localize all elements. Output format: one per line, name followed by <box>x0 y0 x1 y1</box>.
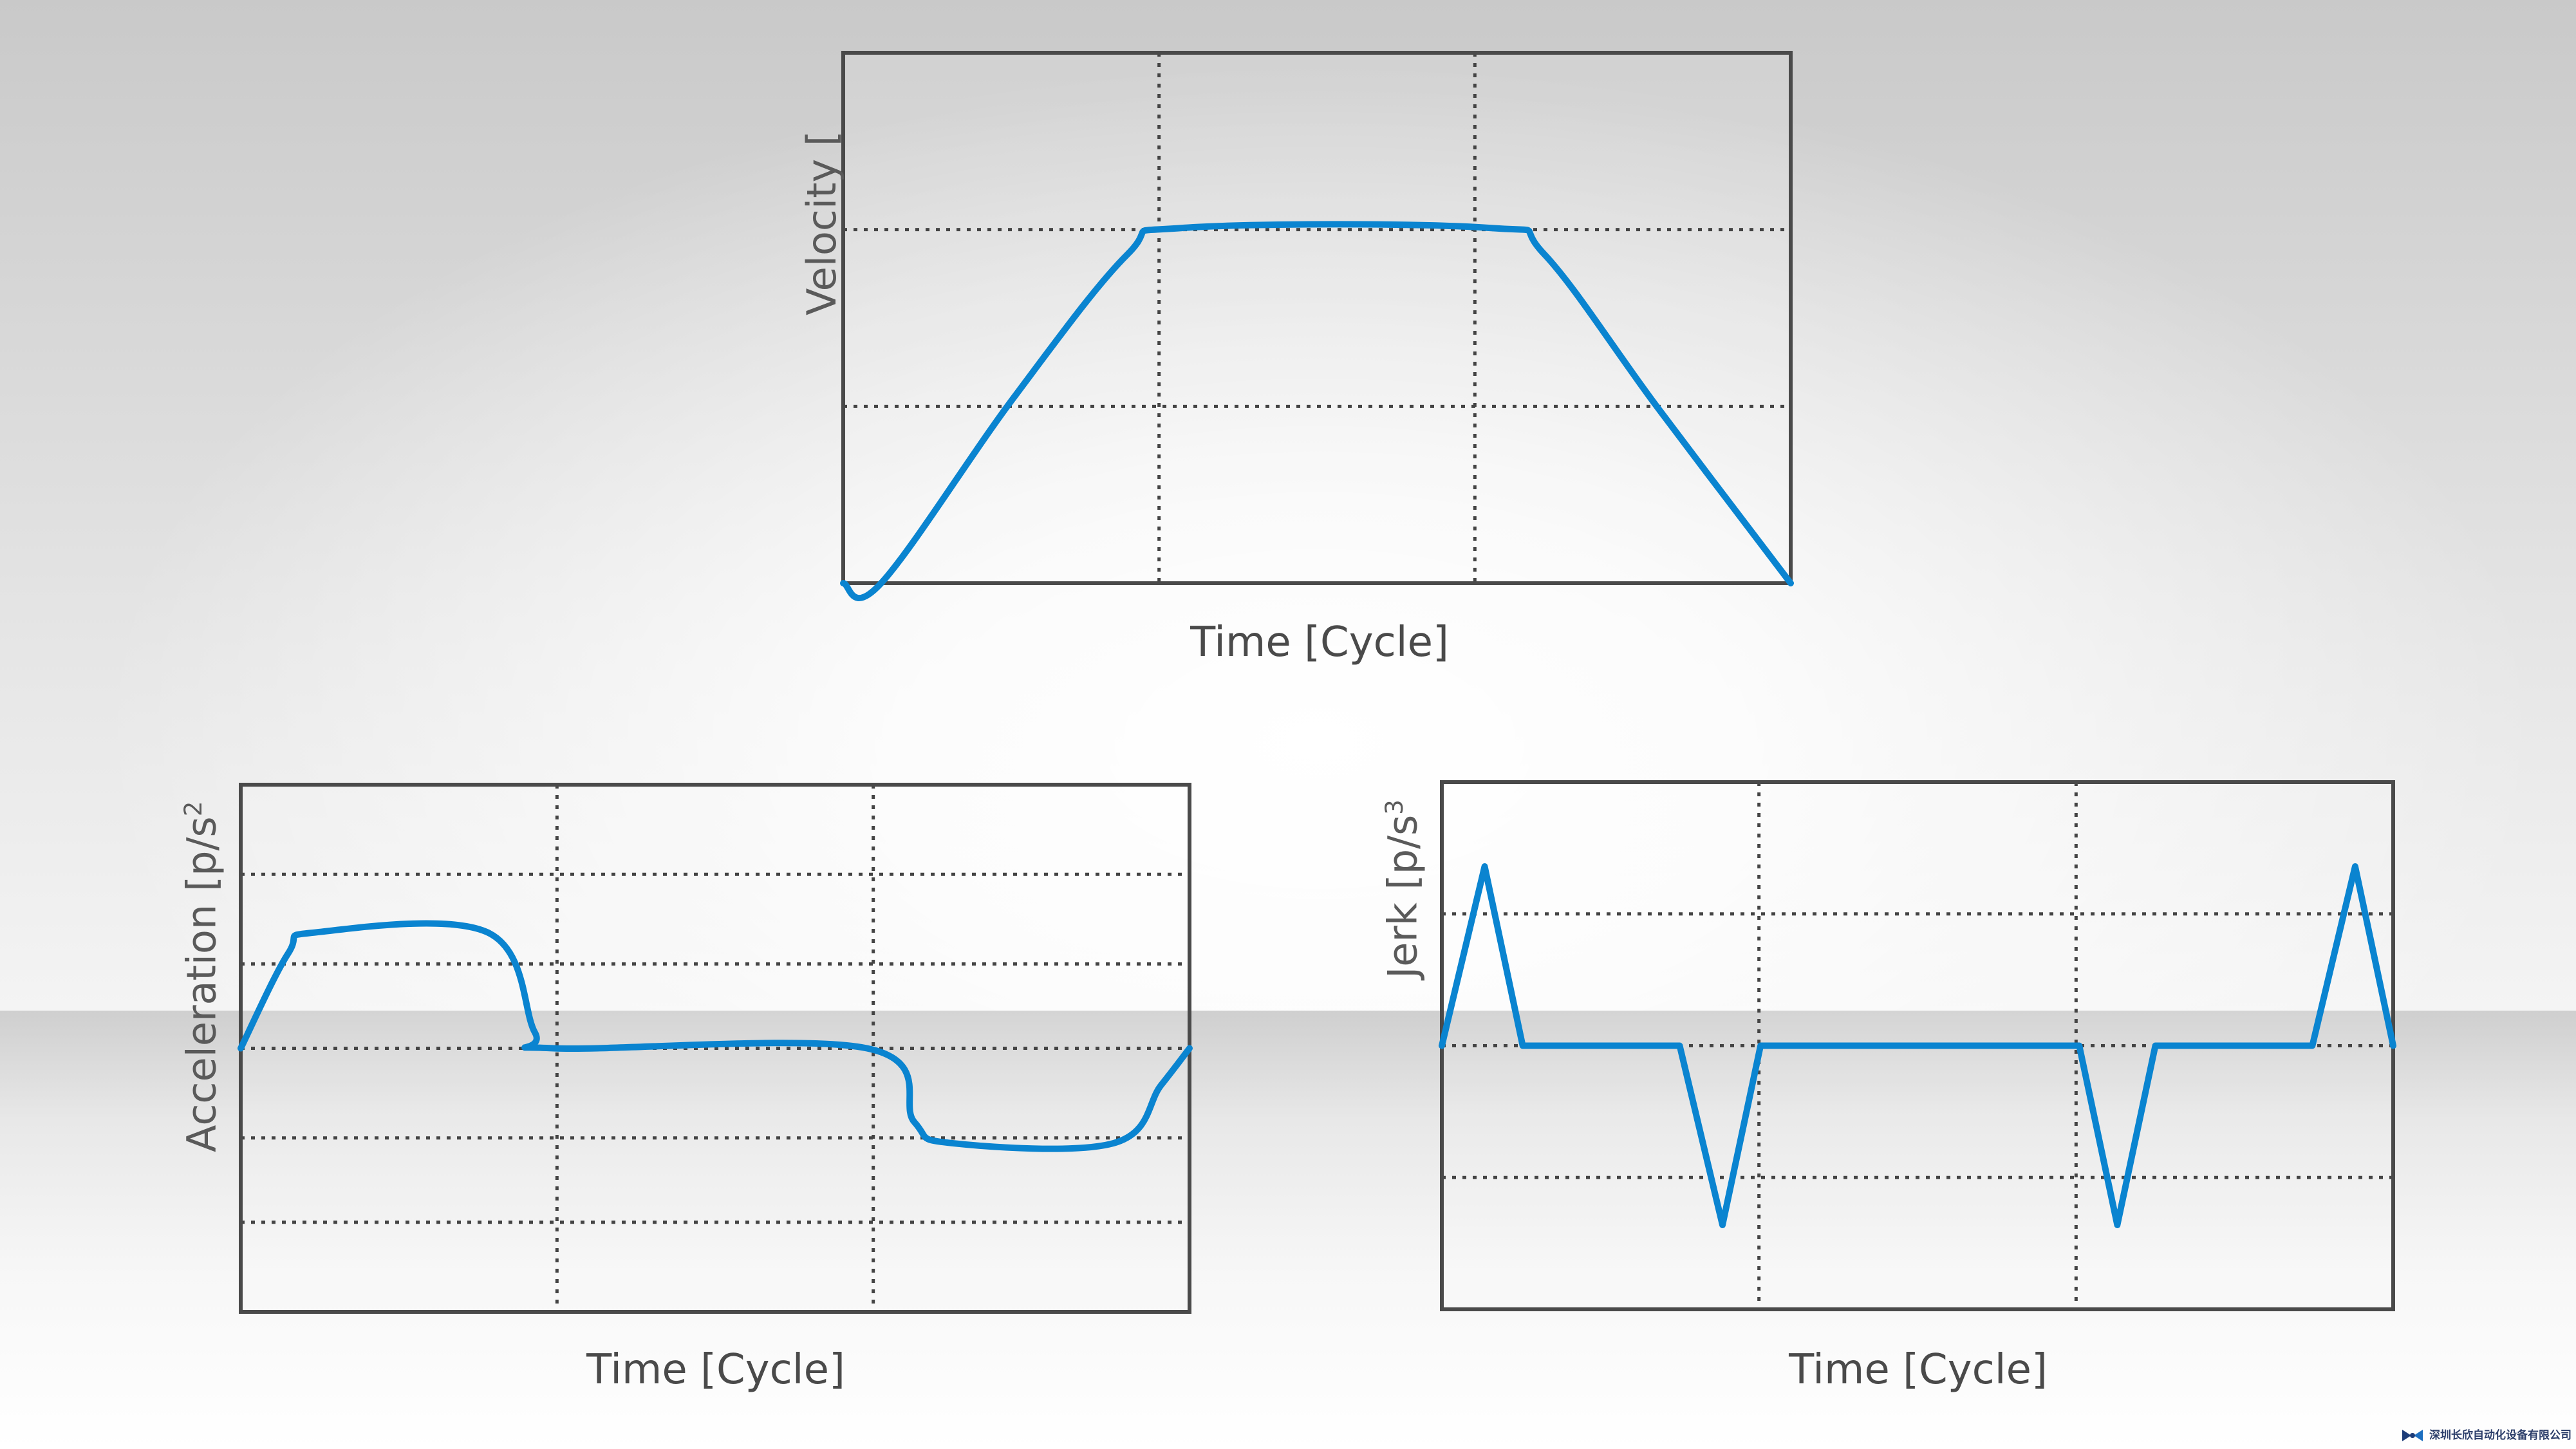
acceleration-x-axis-label: Time [Cycle] <box>586 1346 845 1394</box>
company-name: 深圳长欣自动化设备有限公司 <box>2429 1428 2571 1442</box>
jerk-y-axis-label: Jerk [p/s3 <box>1379 799 1426 978</box>
velocity-frame <box>841 51 1793 585</box>
jerk-series-line-1 <box>1439 863 2396 1228</box>
company-logo: 深圳长欣自动化设备有限公司 <box>2401 1423 2571 1448</box>
velocity-x-axis-label: Time [Cycle] <box>1190 619 1449 666</box>
company-logo-icon <box>2402 1430 2423 1441</box>
jerk-x-axis-label: Time [Cycle] <box>1789 1346 2048 1394</box>
velocity-series-line-1 <box>840 221 1794 601</box>
velocity-chart: Velocity [ Time [Cycle] <box>0 0 2576 708</box>
jerk-y-label-text: Jerk [p/s <box>1379 814 1426 978</box>
acceleration-series-line-1 <box>238 920 1193 1152</box>
velocity-plot <box>840 51 1794 601</box>
jerk-y-label-exponent: 3 <box>1380 799 1408 815</box>
velocity-plot-area <box>843 53 1791 583</box>
